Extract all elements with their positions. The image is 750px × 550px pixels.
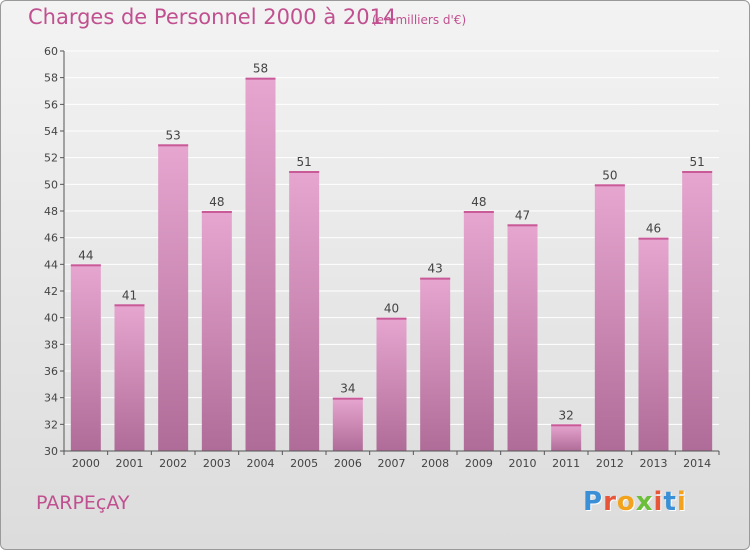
data-label: 47 — [515, 208, 530, 222]
logo-letter: t — [663, 487, 677, 517]
y-tick-label: 46 — [44, 232, 58, 245]
y-tick-label: 34 — [44, 392, 58, 405]
logo-letter: r — [603, 487, 617, 517]
labels: 30 32 34 36 38 40 42 44 46 48 50 52 54 56 58 60 44 2000 41… — [44, 45, 711, 470]
chart-subtitle: (en milliers d'€) — [372, 13, 467, 27]
bar-top-edge — [594, 184, 625, 187]
x-tick-label: 2001 — [116, 457, 144, 470]
bar-top-edge — [682, 171, 713, 173]
logo-letter: i — [653, 487, 664, 517]
bar — [70, 264, 101, 451]
x-tick-label: 2014 — [683, 457, 711, 470]
bar — [594, 184, 625, 452]
bar — [114, 304, 145, 451]
x-tick-label: 2008 — [421, 457, 449, 470]
x-tick-label: 2009 — [465, 457, 493, 470]
logo-letter: o — [616, 487, 636, 517]
bar — [376, 317, 407, 451]
data-label: 53 — [166, 128, 181, 142]
y-tick-label: 32 — [44, 418, 58, 431]
y-tick-label: 48 — [44, 205, 58, 218]
bars — [70, 77, 713, 452]
x-tick-label: 2000 — [72, 457, 100, 470]
x-tick-label: 2012 — [596, 457, 624, 470]
bar — [289, 171, 320, 451]
bar-top-edge — [158, 144, 189, 147]
x-tick-label: 2007 — [378, 457, 406, 470]
chart-title: Charges de Personnel 2000 à 2014 — [28, 5, 397, 29]
bar — [551, 424, 582, 451]
data-label: 51 — [297, 155, 312, 169]
bar — [507, 224, 538, 451]
bar — [638, 237, 669, 451]
y-tick-label: 36 — [44, 365, 58, 378]
proxiti-logo: Proxiti — [583, 487, 687, 517]
commune-name: PARPEçAY — [36, 492, 130, 514]
bar-top-edge — [551, 424, 582, 427]
bar-top-edge — [507, 224, 538, 227]
logo-letter: P — [583, 487, 604, 517]
x-tick-label: 2013 — [640, 457, 668, 470]
x-tick-label: 2010 — [509, 457, 537, 470]
data-label: 41 — [122, 288, 137, 302]
bar — [682, 171, 713, 451]
logo-letter: i — [676, 487, 687, 517]
y-tick-label: 56 — [44, 98, 58, 111]
axes — [60, 50, 720, 455]
x-tick-label: 2005 — [290, 457, 318, 470]
y-tick-label: 42 — [44, 285, 58, 298]
x-tick-label: 2002 — [159, 457, 187, 470]
y-tick-label: 30 — [44, 445, 58, 458]
data-label: 34 — [340, 382, 355, 396]
x-tick-label: 2011 — [552, 457, 580, 470]
bar-top-edge — [376, 317, 407, 320]
data-label: 50 — [602, 168, 617, 182]
bar-top-edge — [332, 397, 363, 400]
data-label: 48 — [209, 195, 224, 209]
bar — [420, 277, 451, 451]
bar — [332, 397, 363, 451]
bar-top-edge — [70, 264, 101, 267]
bar — [158, 144, 189, 452]
data-label: 44 — [78, 248, 93, 262]
data-label: 48 — [471, 195, 486, 209]
bar — [463, 211, 494, 451]
bar-top-edge — [289, 171, 320, 173]
data-label: 32 — [559, 408, 574, 422]
bar — [201, 211, 232, 451]
data-label: 51 — [690, 155, 705, 169]
x-tick-label: 2003 — [203, 457, 231, 470]
bar — [245, 77, 276, 452]
y-tick-label: 58 — [44, 72, 58, 85]
bar-top-edge — [638, 237, 669, 240]
bar-top-edge — [463, 211, 494, 213]
y-tick-label: 50 — [44, 178, 58, 191]
y-tick-label: 44 — [44, 258, 58, 271]
y-tick-label: 54 — [44, 125, 58, 138]
y-tick-label: 38 — [44, 338, 58, 351]
bar-top-edge — [201, 211, 232, 213]
x-tick-label: 2004 — [247, 457, 275, 470]
y-tick-label: 52 — [44, 152, 58, 165]
y-tick-label: 40 — [44, 312, 58, 325]
data-label: 40 — [384, 302, 399, 316]
data-label: 58 — [253, 62, 268, 76]
bar-top-edge — [245, 77, 276, 80]
data-label: 43 — [428, 262, 443, 276]
x-tick-label: 2006 — [334, 457, 362, 470]
bar-top-edge — [114, 304, 145, 307]
y-tick-label: 60 — [44, 45, 58, 58]
data-label: 46 — [646, 222, 661, 236]
bar-top-edge — [420, 277, 451, 280]
logo-letter: x — [635, 487, 654, 517]
